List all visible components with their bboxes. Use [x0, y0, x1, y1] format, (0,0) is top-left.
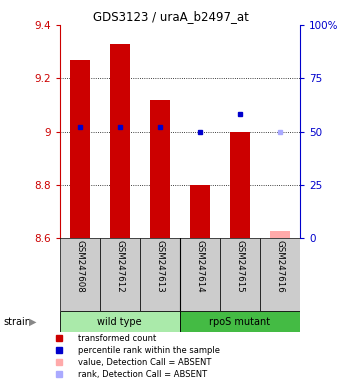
Bar [140, 238, 180, 311]
Bar [100, 238, 140, 311]
Text: GSM247615: GSM247615 [236, 240, 244, 293]
Text: GSM247613: GSM247613 [155, 240, 164, 293]
Text: GSM247612: GSM247612 [115, 240, 124, 293]
Text: GSM247614: GSM247614 [195, 240, 204, 293]
Text: rpoS mutant: rpoS mutant [209, 316, 270, 327]
Bar [110, 44, 130, 238]
Bar [220, 238, 260, 311]
Text: ▶: ▶ [29, 316, 36, 327]
Bar [230, 131, 250, 238]
Text: GSM247608: GSM247608 [75, 240, 84, 293]
Bar [180, 311, 300, 332]
Bar [260, 238, 300, 311]
Bar [60, 238, 100, 311]
Text: GDS3123 / uraA_b2497_at: GDS3123 / uraA_b2497_at [92, 10, 249, 23]
Bar [60, 311, 180, 332]
Text: rank, Detection Call = ABSENT: rank, Detection Call = ABSENT [78, 370, 207, 379]
Bar [190, 185, 210, 238]
Bar [150, 99, 170, 238]
Text: percentile rank within the sample: percentile rank within the sample [78, 346, 220, 355]
Text: GSM247616: GSM247616 [276, 240, 284, 293]
Text: wild type: wild type [98, 316, 142, 327]
Text: value, Detection Call = ABSENT: value, Detection Call = ABSENT [78, 358, 212, 367]
Text: strain: strain [3, 316, 31, 327]
Text: transformed count: transformed count [78, 334, 157, 343]
Bar [270, 232, 290, 238]
Bar [180, 238, 220, 311]
Bar [70, 60, 90, 238]
